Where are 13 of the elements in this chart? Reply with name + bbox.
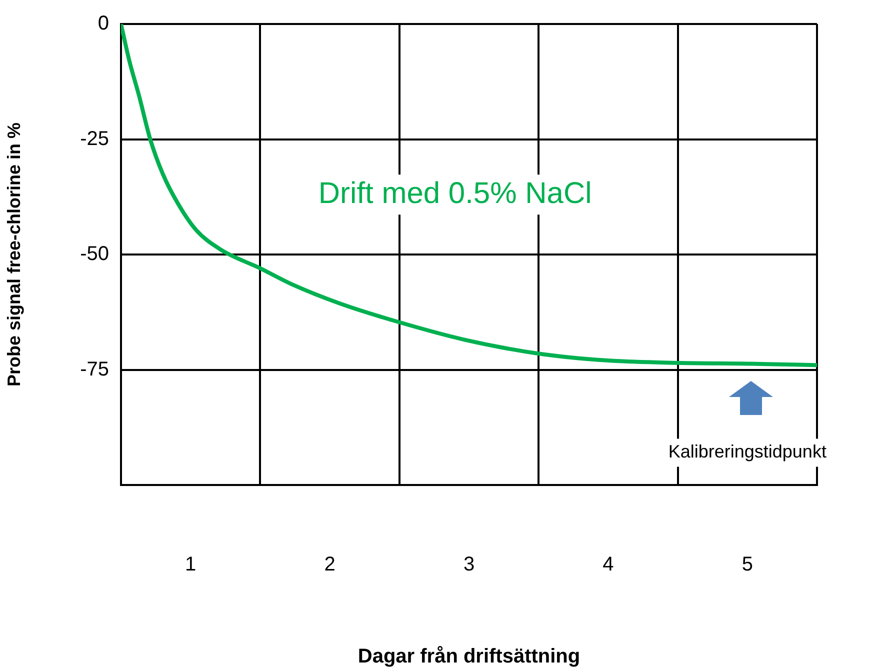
annotation: Kalibreringstidpunkt (668, 442, 826, 462)
annotation: Drift med 0.5% NaCl (318, 176, 592, 210)
y-tick-label: -75 (80, 358, 109, 380)
x-tick-label: 3 (463, 554, 475, 576)
y-tick-label: -25 (80, 128, 109, 150)
x-tick-label: 4 (602, 554, 614, 576)
y-axis-title: Probe signal free-chlorine in % (4, 122, 24, 387)
y-tick-label: 0 (98, 12, 109, 35)
x-axis-title: Dagar från driftsättning (358, 646, 580, 668)
x-tick-label: 1 (185, 554, 196, 576)
y-tick-label: -50 (80, 243, 109, 266)
x-tick-label: 5 (742, 554, 753, 576)
x-tick-label: 2 (324, 554, 336, 576)
